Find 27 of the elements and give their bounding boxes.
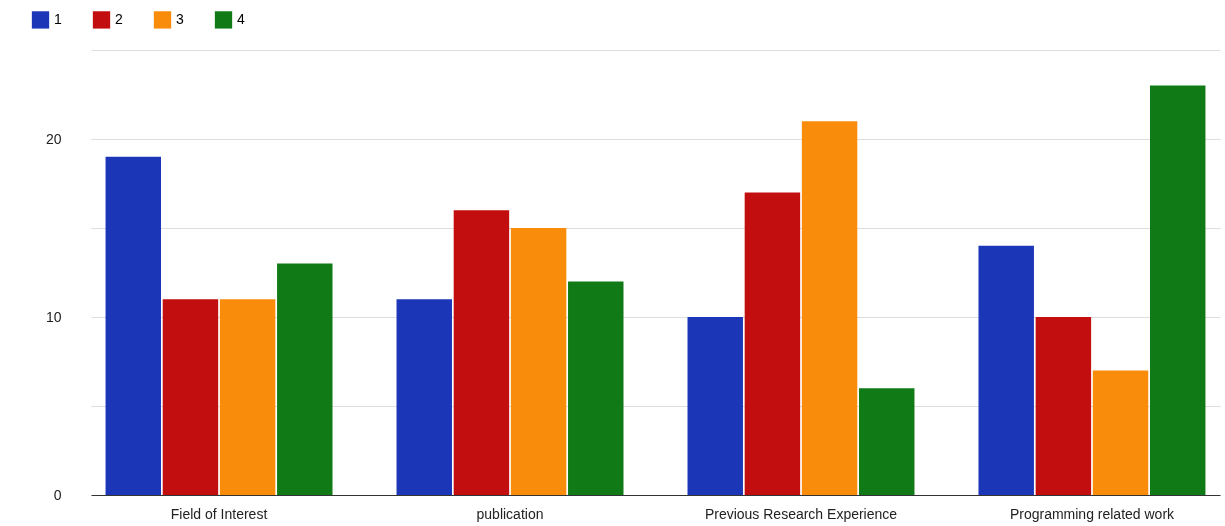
bar — [277, 263, 333, 495]
bar — [978, 245, 1034, 495]
bar — [219, 299, 276, 495]
x-tick-label: publication — [476, 505, 544, 522]
legend-label: 4 — [237, 10, 245, 27]
legend-label: 1 — [54, 10, 62, 27]
bar — [396, 299, 452, 495]
x-tick-label: Field of Interest — [170, 505, 268, 522]
bar — [105, 156, 161, 495]
y-tick-label: 0 — [53, 486, 62, 503]
x-tick-label: Programming related work — [1009, 505, 1176, 522]
bar — [1092, 370, 1149, 495]
legend-label: 2 — [115, 10, 123, 27]
bar — [1035, 317, 1092, 495]
bar — [744, 192, 801, 495]
legend-label: 3 — [176, 10, 184, 27]
y-tick-label: 10 — [45, 308, 62, 325]
bar — [162, 299, 219, 495]
bar — [453, 210, 510, 495]
bar — [859, 388, 915, 495]
bar — [510, 228, 567, 495]
x-tick-label: Previous Research Experience — [704, 505, 898, 522]
bar — [687, 317, 743, 495]
bar — [1150, 85, 1206, 495]
bar — [568, 281, 624, 495]
y-tick-label: 20 — [45, 130, 62, 147]
bar — [801, 121, 858, 495]
